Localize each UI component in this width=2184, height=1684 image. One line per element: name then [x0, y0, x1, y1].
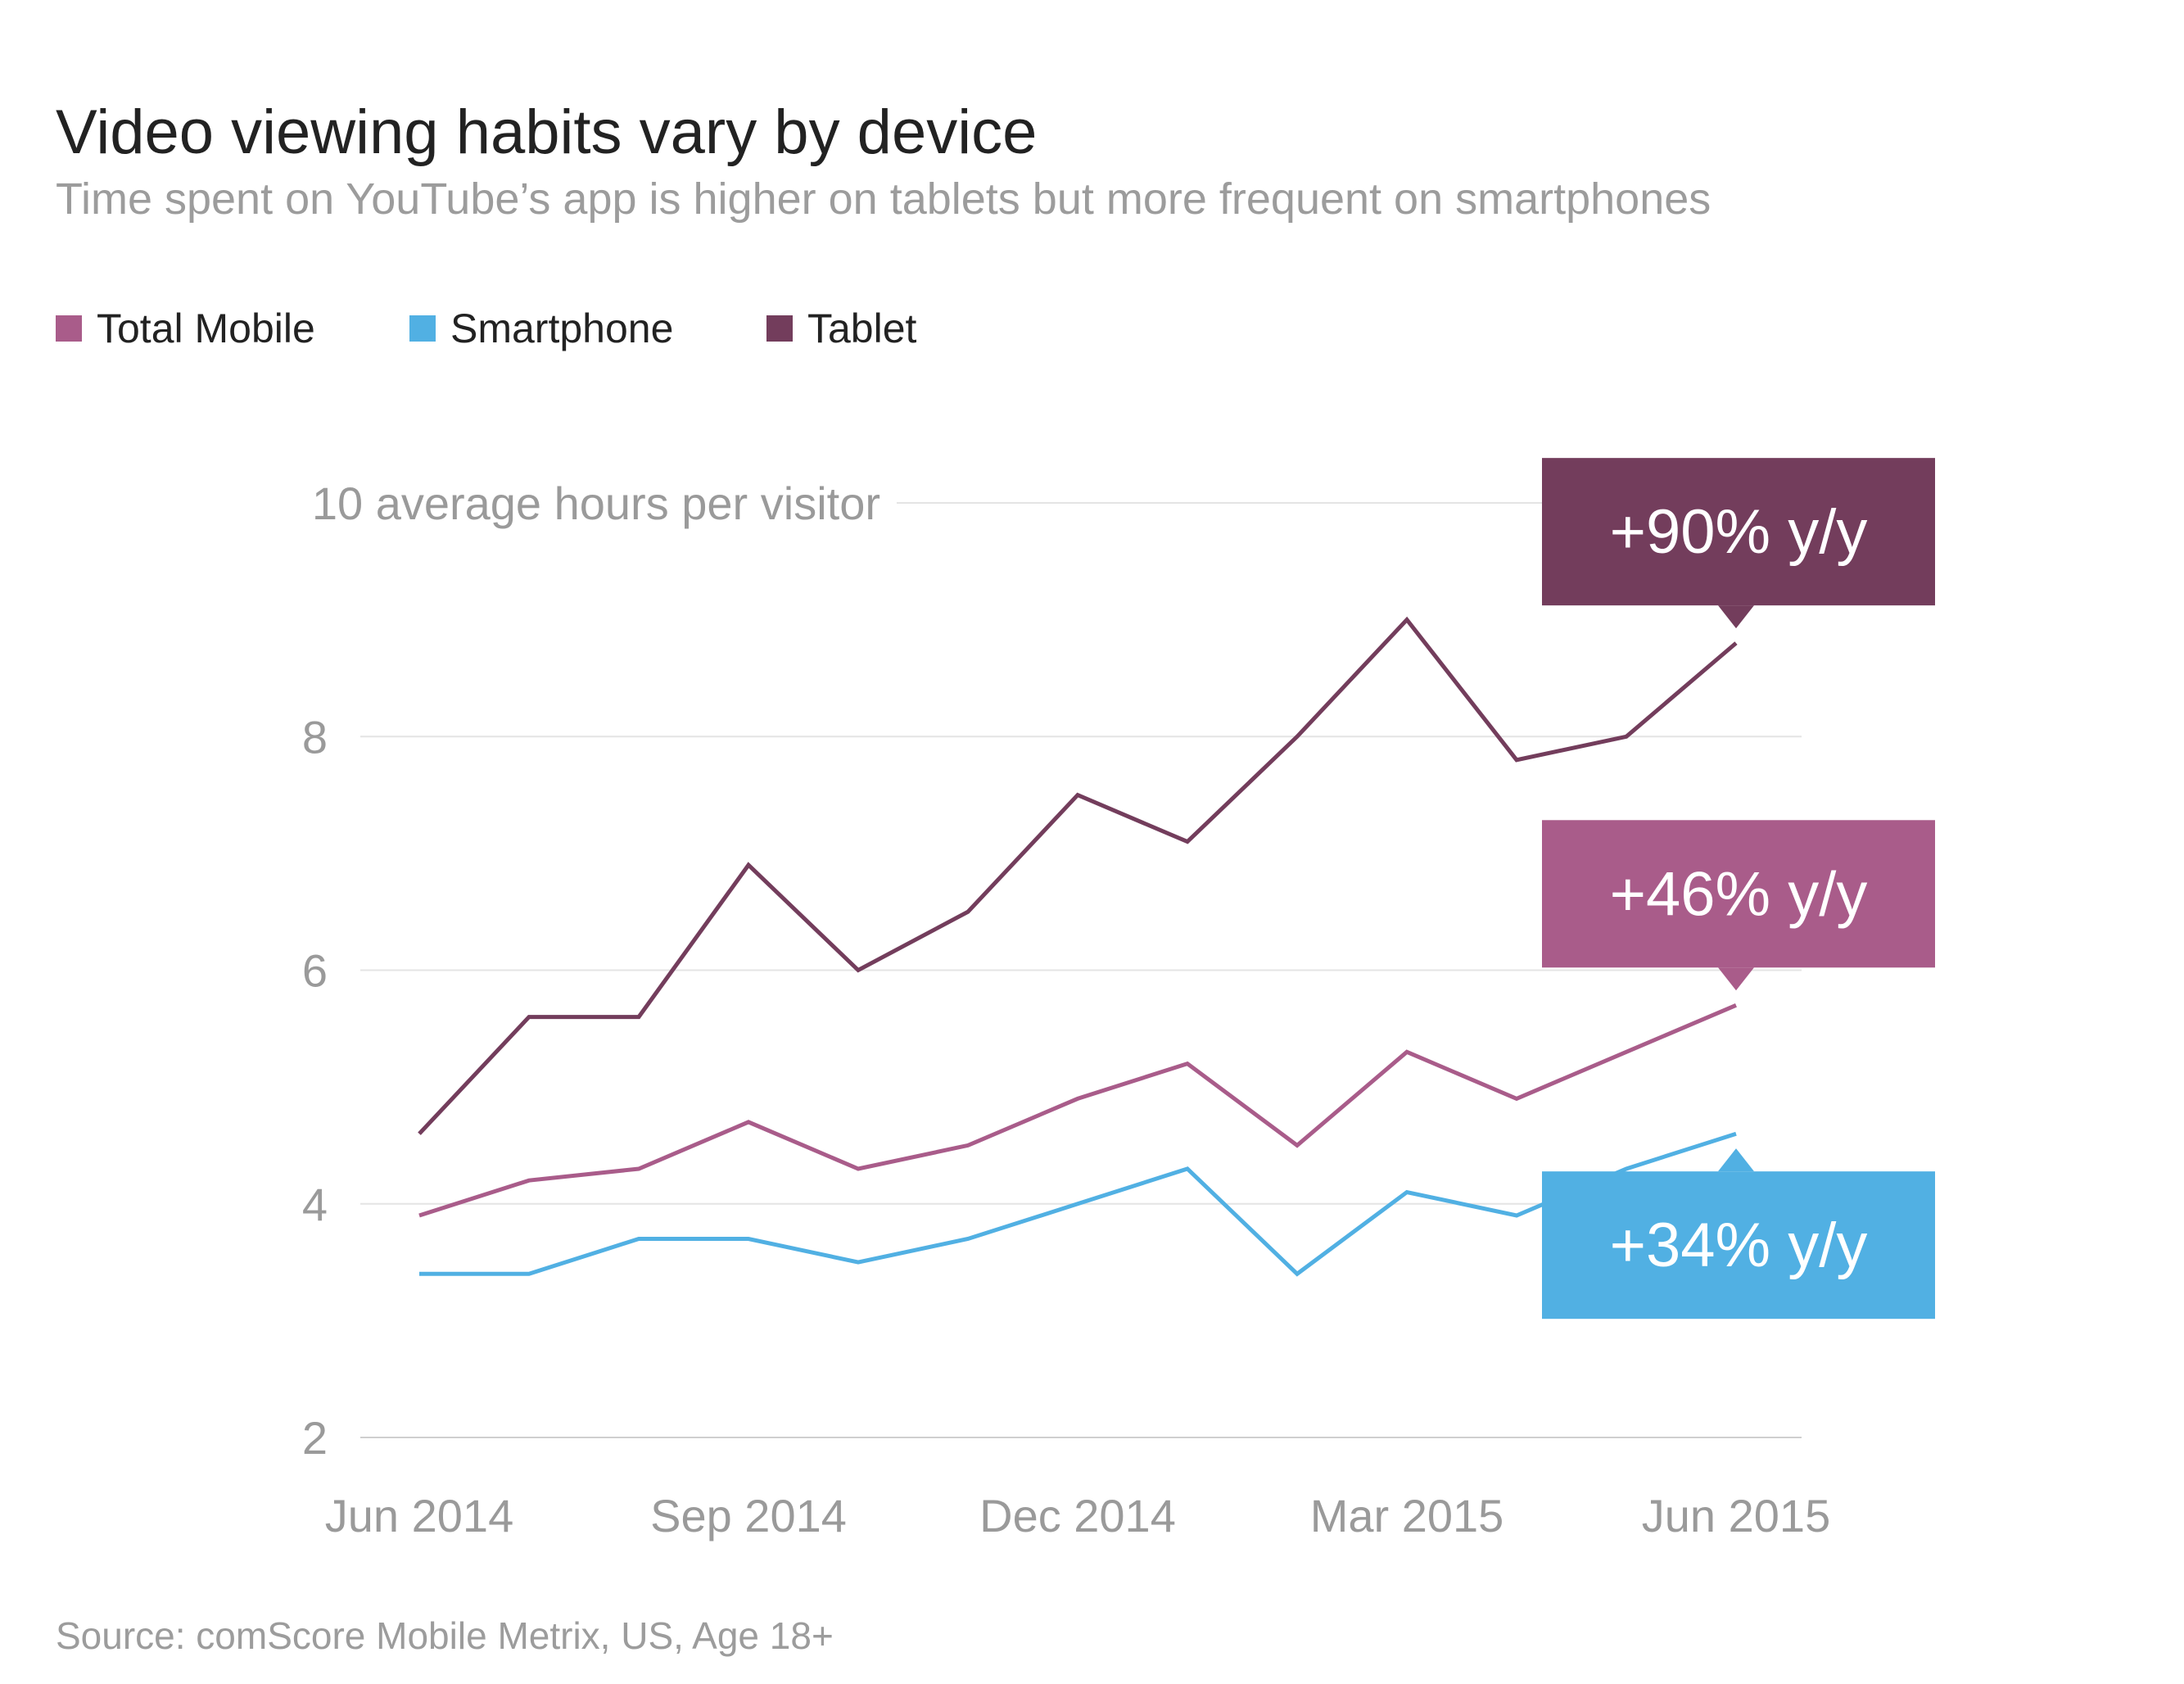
chart-title: Video viewing habits vary by device	[56, 97, 1038, 167]
annotation-pointer-tablet	[1718, 605, 1754, 629]
x-tick-label-jun-2014: Jun 2014	[325, 1490, 513, 1541]
y-tick-label-2: 2	[302, 1412, 328, 1464]
series-line-total-mobile	[418, 1003, 1737, 1218]
legend-swatch-tablet	[766, 315, 793, 342]
annotation-box-total-mobile	[1542, 820, 1935, 968]
legend-label-total-mobile: Total Mobile	[97, 306, 315, 351]
legend-item-smartphone: Smartphone	[409, 305, 673, 352]
chart-subtitle: Time spent on YouTube’s app is higher on…	[56, 174, 1711, 224]
legend-item-total-mobile: Total Mobile	[56, 305, 315, 352]
series-line-smartphone	[419, 1131, 1737, 1277]
annotation-label-smartphone: +34% y/y	[1610, 1211, 1868, 1280]
annotation-pointer-total-mobile	[1718, 967, 1754, 991]
annotation-pointer-smartphone	[1718, 1148, 1754, 1172]
x-tick-label-sep-2014: Sep 2014	[650, 1490, 847, 1541]
x-tick-label-jun-2015: Jun 2015	[1642, 1490, 1830, 1541]
legend-swatch-total-mobile	[56, 315, 82, 342]
series-line-tablet	[418, 616, 1738, 1135]
x-tick-label-dec-2014: Dec 2014	[979, 1490, 1176, 1541]
legend-label-tablet: Tablet	[807, 306, 917, 351]
y-tick-label-10: 10 average hours per visitor	[312, 478, 880, 529]
legend-label-smartphone: Smartphone	[450, 306, 674, 351]
legend-swatch-smartphone	[409, 315, 436, 342]
y-tick-label-8: 8	[302, 711, 328, 763]
x-tick-label-mar-2015: Mar 2015	[1310, 1490, 1504, 1541]
annotation-box-smartphone	[1542, 1171, 1935, 1320]
annotation-label-total-mobile: +46% y/y	[1610, 859, 1868, 929]
source-note: Source: comScore Mobile Metrix, US, Age …	[56, 1614, 834, 1657]
y-tick-label-6: 6	[302, 945, 328, 997]
annotation-box-tablet	[1542, 458, 1935, 606]
legend-item-tablet: Tablet	[766, 305, 916, 352]
y-tick-label-4: 4	[302, 1179, 328, 1230]
annotation-label-tablet: +90% y/y	[1610, 497, 1868, 567]
